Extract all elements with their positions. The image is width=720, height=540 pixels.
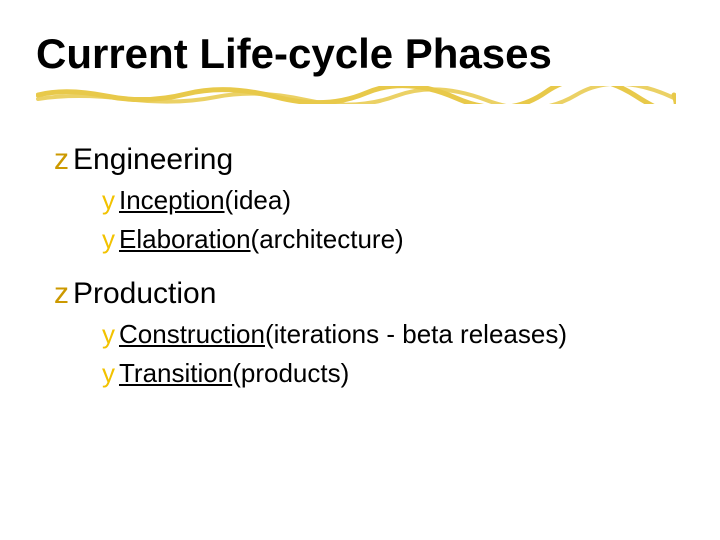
section-engineering: z Engineering [54,143,680,177]
sub-detail: (idea) [225,185,291,216]
sub-keyword: Elaboration [119,224,251,255]
sub-item: y Elaboration (architecture) [102,224,680,255]
sub-detail: (iterations - beta releases) [265,319,567,350]
sub-item: y Construction (iterations - beta releas… [102,319,680,350]
sub-item: y Inception (idea) [102,185,680,216]
sub-bullet-icon: y [102,187,115,213]
sub-keyword: Inception [119,185,225,216]
sub-bullet-icon: y [102,360,115,386]
slide: Current Life-cycle Phases z Engineering … [0,0,720,540]
sub-detail: (architecture) [251,224,404,255]
section-label: Production [73,277,216,311]
title-underline [36,86,676,104]
section-production: z Production [54,277,680,311]
slide-title: Current Life-cycle Phases [36,30,680,78]
sub-detail: (products) [232,358,349,389]
sub-keyword: Construction [119,319,265,350]
sub-keyword: Transition [119,358,232,389]
sub-bullet-icon: y [102,226,115,252]
sub-item: y Transition (products) [102,358,680,389]
sub-bullet-icon: y [102,321,115,347]
bullet-icon: z [54,145,69,175]
bullet-icon: z [54,279,69,309]
section-label: Engineering [73,143,233,177]
